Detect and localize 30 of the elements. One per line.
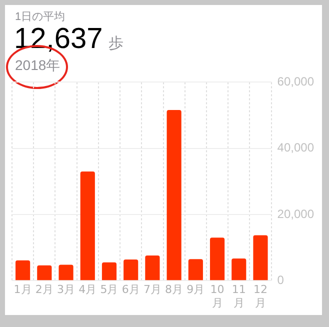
x-tick-label: 11月 — [232, 283, 246, 310]
y-tick-label: 0 — [277, 272, 284, 287]
x-tick-label: 8月 — [165, 283, 184, 296]
x-tick-label: 1月 — [14, 283, 32, 296]
x-tick-label: 10月 — [210, 283, 224, 310]
y-tick-label: 20,000 — [277, 206, 314, 221]
bar — [37, 265, 52, 280]
x-tick-label: 4月 — [78, 283, 97, 296]
bar — [210, 238, 225, 280]
x-tick-label: 3月 — [57, 283, 76, 296]
bar — [16, 260, 30, 280]
y-tick-label: 60,000 — [277, 74, 314, 89]
x-tick-label: 9月 — [186, 283, 205, 296]
bar — [124, 259, 138, 280]
chart-title: 1日の平均 — [15, 10, 66, 24]
text: 2018年 — [15, 57, 60, 75]
bar — [145, 255, 160, 280]
bar — [102, 262, 117, 280]
x-tick-label: 7月 — [143, 283, 162, 296]
y-tick-label: 40,000 — [277, 140, 314, 155]
x-tick-label: 5月 — [100, 283, 118, 296]
x-tick-label: 6月 — [122, 283, 140, 296]
bar — [232, 258, 246, 280]
x-tick-label: 2月 — [35, 283, 54, 296]
bar — [253, 235, 268, 280]
bar — [188, 259, 203, 280]
bar — [166, 110, 182, 280]
bar — [58, 264, 74, 280]
x-tick-label: 12月 — [253, 283, 268, 310]
bar — [80, 171, 95, 280]
